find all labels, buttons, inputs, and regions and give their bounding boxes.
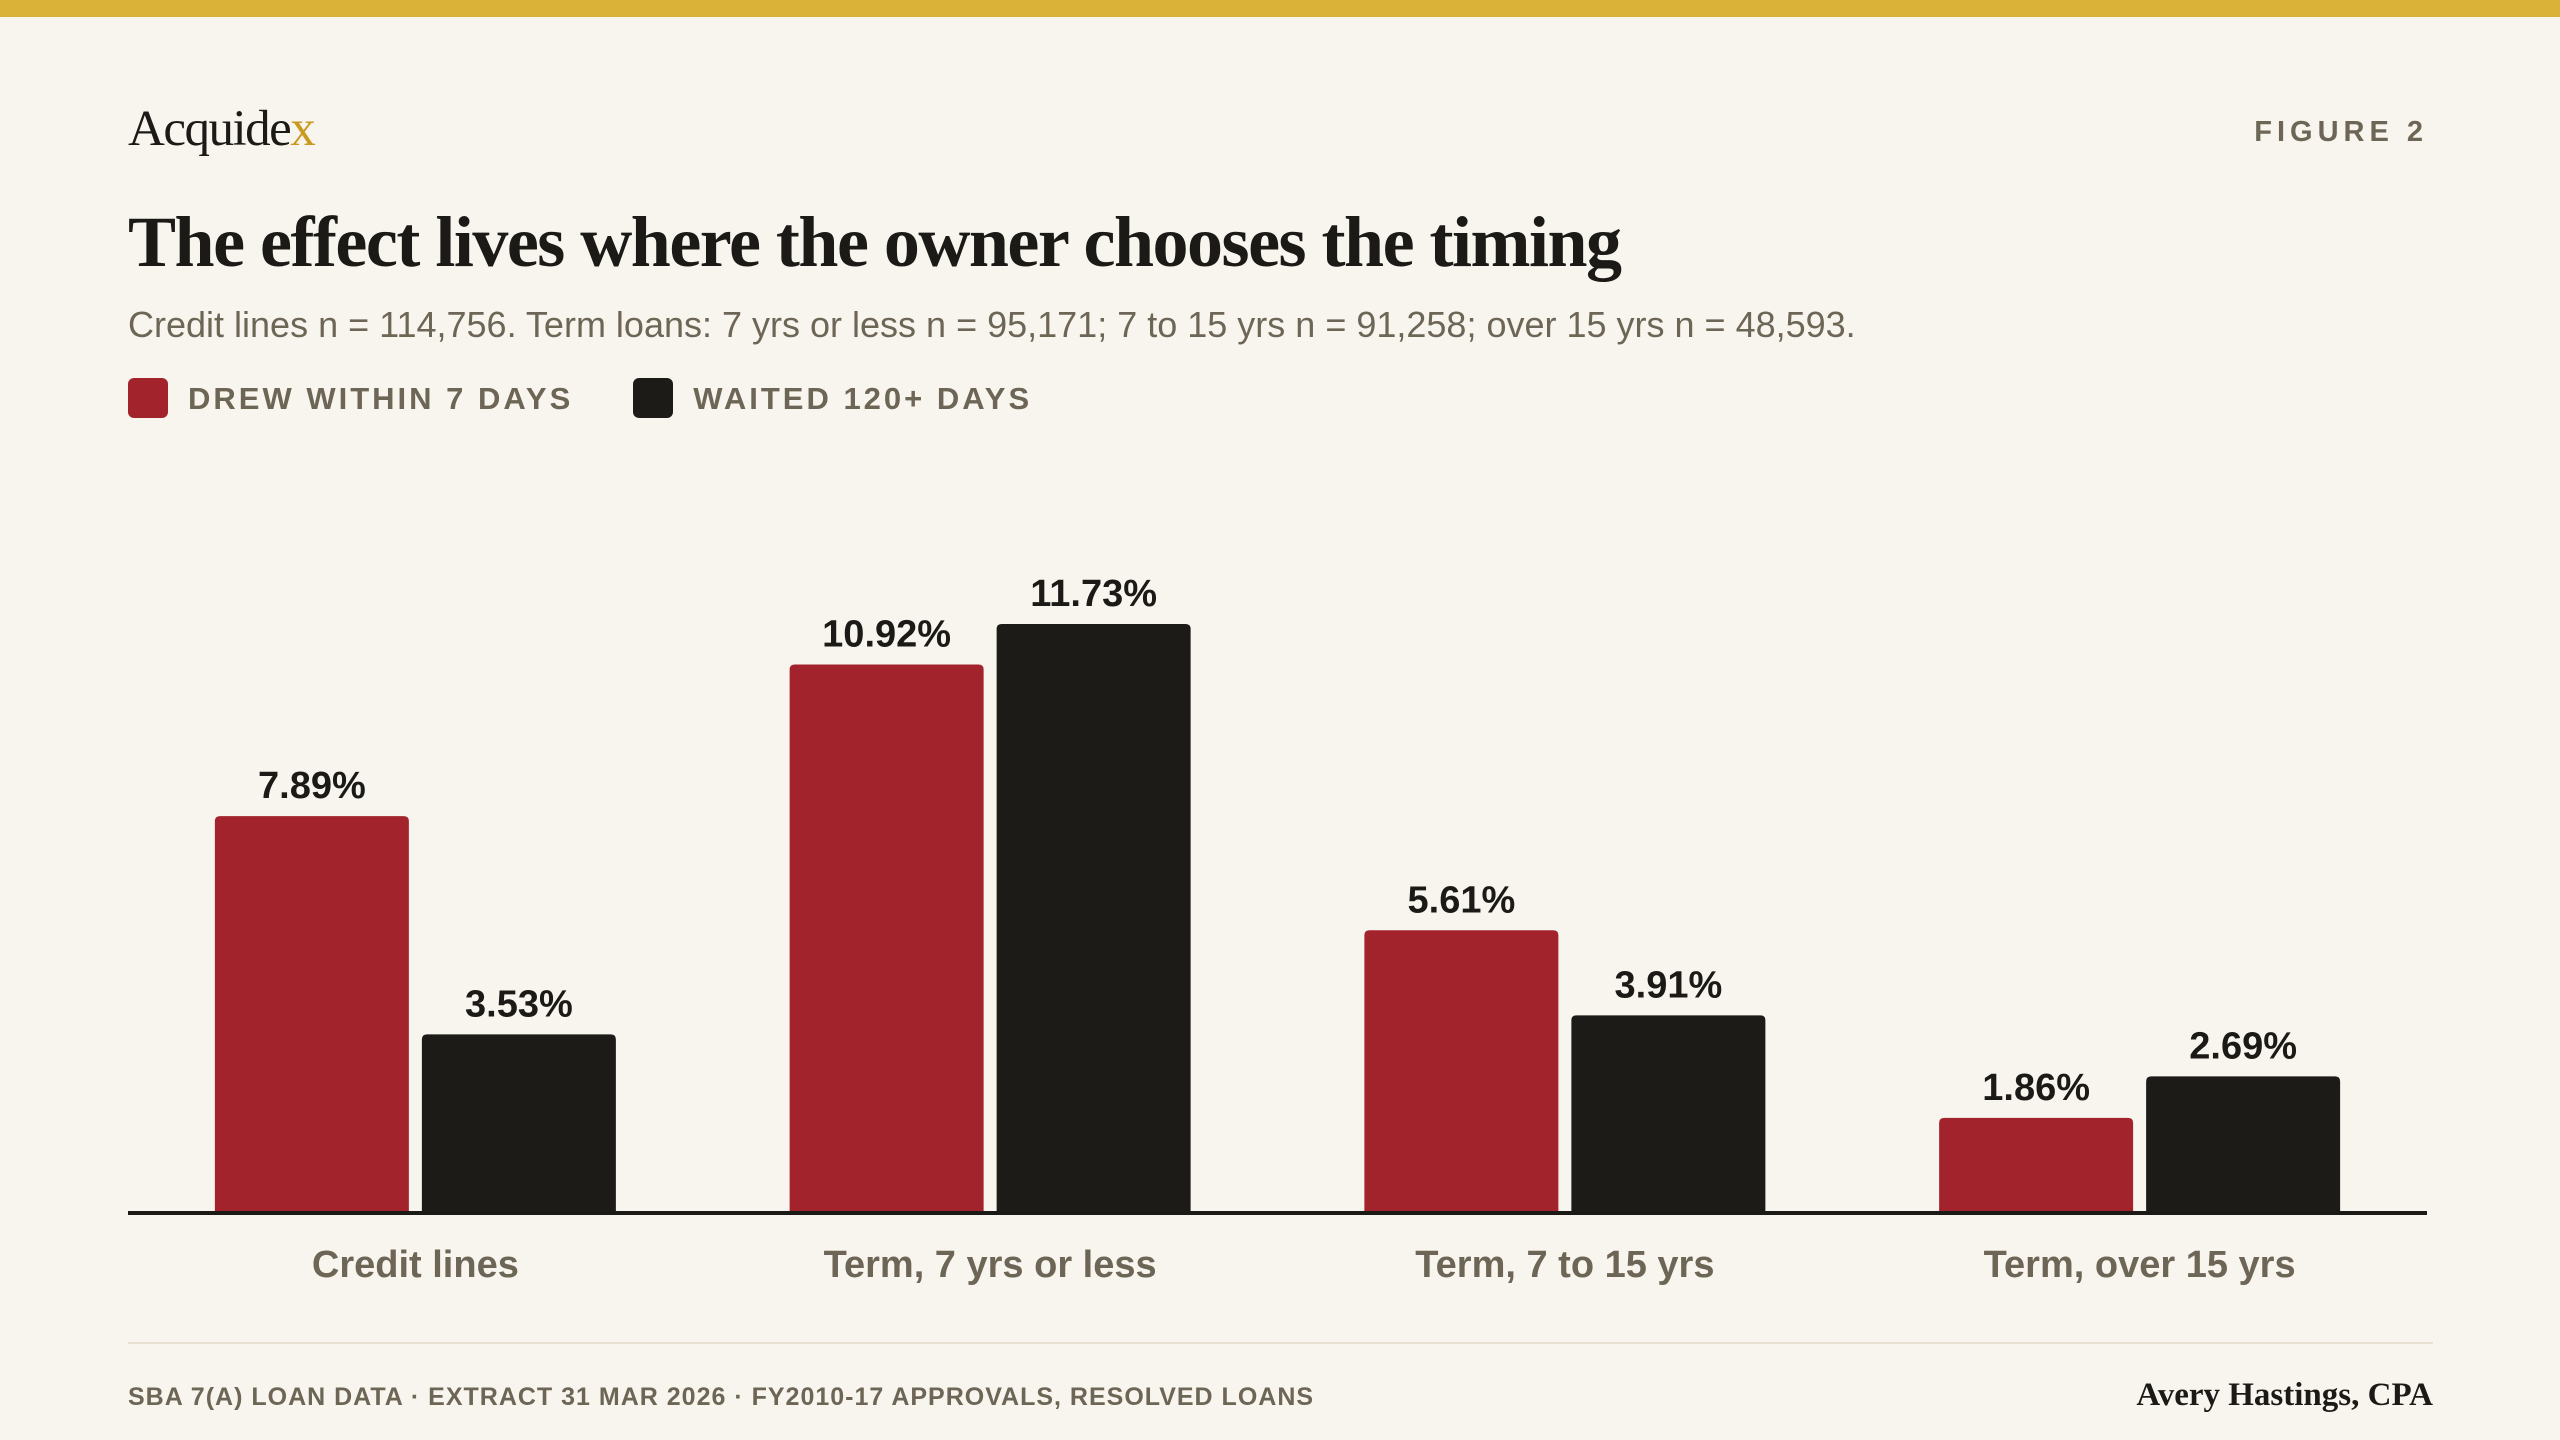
bar-value-label: 3.53% <box>465 983 573 1025</box>
bar-value-label: 5.61% <box>1408 879 1516 921</box>
bar <box>1364 930 1559 1211</box>
top-accent-bar <box>0 0 2560 17</box>
bar <box>789 664 984 1211</box>
bar-value-label: 10.92% <box>822 614 951 656</box>
bar <box>996 624 1191 1211</box>
brand-logo: Acquidex <box>128 101 316 157</box>
chart-title: The effect lives where the owner chooses… <box>128 202 1622 282</box>
legend-swatch-red <box>128 378 168 418</box>
bar-value-label: 1.86% <box>1982 1067 2090 1109</box>
legend-item-waited-120-days: WAITED 120+ DAYS <box>633 378 1032 418</box>
bar <box>1571 1015 1766 1211</box>
bar <box>1939 1117 2134 1211</box>
bar-value-label: 3.91% <box>1615 964 1723 1006</box>
figure-label: FIGURE 2 <box>2254 116 2428 148</box>
x-axis-baseline <box>128 1211 2427 1215</box>
legend-item-drew-within-7-days: DREW WITHIN 7 DAYS <box>128 378 573 418</box>
bar <box>214 816 409 1211</box>
chart-subtitle: Credit lines n = 114,756. Term loans: 7 … <box>128 304 1856 345</box>
bar <box>2146 1076 2341 1211</box>
legend-label: DREW WITHIN 7 DAYS <box>188 380 574 416</box>
x-tick-label: Credit lines <box>312 1244 519 1286</box>
footer-source: SBA 7(A) LOAN DATA · EXTRACT 31 MAR 2026… <box>128 1383 1315 1411</box>
footer-author: Avery Hastings, CPA <box>2136 1377 2433 1413</box>
x-tick-label: Term, over 15 yrs <box>1984 1244 2296 1286</box>
bar-value-label: 11.73% <box>1030 573 1157 615</box>
bar-value-label: 7.89% <box>258 765 366 807</box>
bar <box>421 1034 616 1211</box>
footer-divider <box>128 1342 2433 1344</box>
bar-value-label: 2.69% <box>2189 1025 2297 1067</box>
legend-label: WAITED 120+ DAYS <box>693 380 1033 416</box>
x-tick-label: Term, 7 to 15 yrs <box>1415 1244 1714 1286</box>
x-tick-label: Term, 7 yrs or less <box>824 1244 1157 1286</box>
legend-swatch-black <box>633 378 674 418</box>
legend: DREW WITHIN 7 DAYS WAITED 120+ DAYS <box>128 378 1032 418</box>
